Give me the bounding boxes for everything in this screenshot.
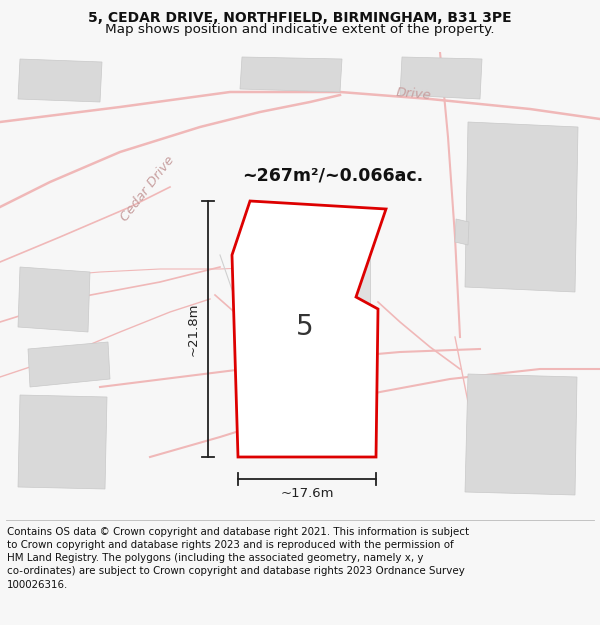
- Polygon shape: [18, 59, 102, 102]
- Polygon shape: [465, 374, 577, 495]
- Text: 5: 5: [296, 313, 314, 341]
- Text: ~21.8m: ~21.8m: [187, 302, 200, 356]
- Polygon shape: [28, 342, 110, 387]
- Polygon shape: [400, 57, 482, 99]
- Text: 5, CEDAR DRIVE, NORTHFIELD, BIRMINGHAM, B31 3PE: 5, CEDAR DRIVE, NORTHFIELD, BIRMINGHAM, …: [88, 11, 512, 26]
- Text: Drive: Drive: [395, 86, 431, 102]
- Polygon shape: [18, 395, 107, 489]
- Text: ~267m²/~0.066ac.: ~267m²/~0.066ac.: [242, 167, 423, 185]
- Text: Cedar Drive: Cedar Drive: [119, 154, 178, 224]
- Polygon shape: [240, 57, 342, 92]
- Polygon shape: [18, 267, 90, 332]
- Polygon shape: [255, 217, 370, 439]
- Text: ~17.6m: ~17.6m: [280, 487, 334, 500]
- Text: Map shows position and indicative extent of the property.: Map shows position and indicative extent…: [105, 23, 495, 36]
- Polygon shape: [465, 122, 578, 292]
- Polygon shape: [232, 201, 386, 457]
- Polygon shape: [455, 219, 469, 245]
- Text: Contains OS data © Crown copyright and database right 2021. This information is : Contains OS data © Crown copyright and d…: [7, 527, 469, 589]
